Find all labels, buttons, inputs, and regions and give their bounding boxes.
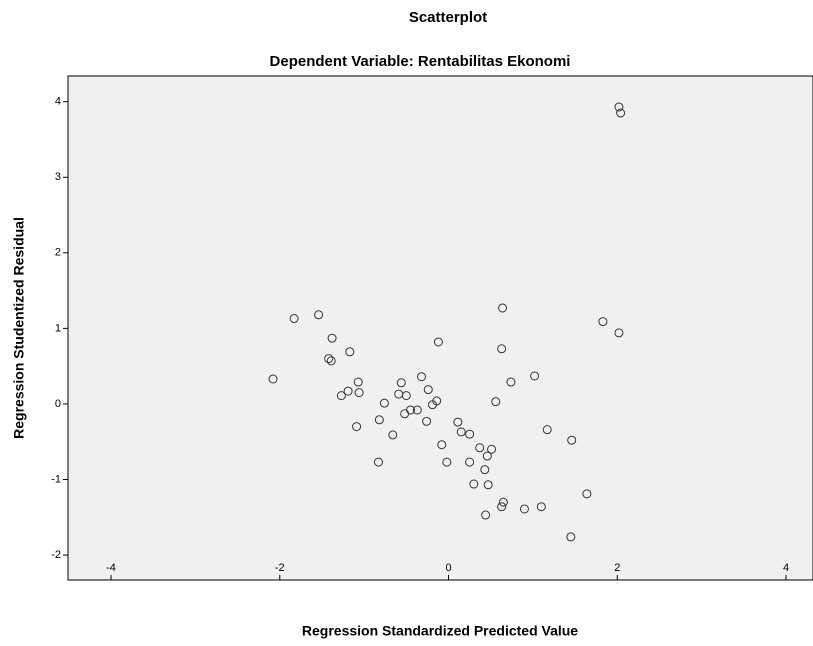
y-tick-label: 2 bbox=[55, 247, 61, 259]
plot-area bbox=[68, 76, 813, 580]
y-tick-label: -1 bbox=[51, 473, 61, 485]
y-tick-label: 3 bbox=[55, 171, 61, 183]
x-tick-label: 0 bbox=[445, 562, 451, 574]
y-tick-label: 0 bbox=[55, 398, 61, 410]
y-axis-title: Regression Studentized Residual bbox=[11, 217, 27, 439]
chart: Scatterplot Dependent Variable: Rentabil… bbox=[0, 0, 813, 646]
y-tick-label: 4 bbox=[55, 96, 61, 108]
chart-subtitle: Dependent Variable: Rentabilitas Ekonomi bbox=[270, 53, 571, 70]
y-tick-label: -2 bbox=[51, 549, 61, 561]
x-axis-title: Regression Standardized Predicted Value bbox=[302, 623, 578, 639]
chart-title: Scatterplot bbox=[409, 9, 487, 26]
x-tick-label: -2 bbox=[275, 562, 285, 574]
x-tick-label: 4 bbox=[783, 562, 789, 574]
x-tick-label: 2 bbox=[614, 562, 620, 574]
y-tick-label: 1 bbox=[55, 322, 61, 334]
x-tick-label: -4 bbox=[106, 562, 116, 574]
